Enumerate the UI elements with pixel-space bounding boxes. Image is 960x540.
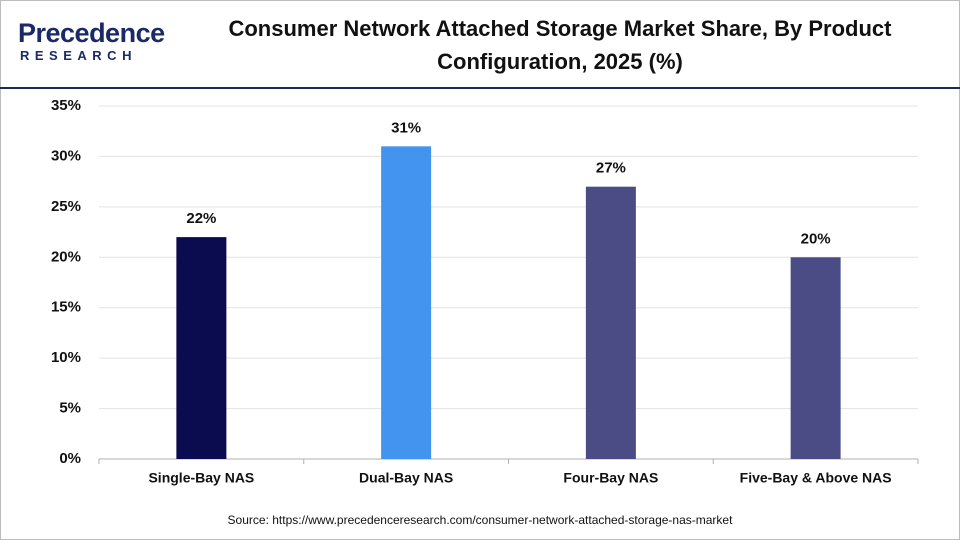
value-label: 27% bbox=[596, 160, 626, 177]
y-tick-label: 0% bbox=[59, 450, 81, 467]
source: Source: https://www.precedenceresearch.c… bbox=[228, 513, 734, 527]
x-tick-label: Dual-Bay NAS bbox=[359, 470, 453, 486]
y-tick-label: 15% bbox=[51, 299, 81, 316]
y-tick-label: 10% bbox=[51, 349, 81, 366]
x-tick-label: Four-Bay NAS bbox=[563, 470, 658, 486]
bar bbox=[176, 237, 227, 459]
y-tick-label: 25% bbox=[51, 198, 81, 215]
x-tick-label: Five-Bay & Above NAS bbox=[740, 470, 892, 486]
header: Precedence RESEARCH Consumer Network Att… bbox=[0, 0, 960, 89]
chart-title: Consumer Network Attached Storage Market… bbox=[228, 16, 892, 74]
logo-tagline: RESEARCH bbox=[20, 48, 137, 63]
y-tick-label: 5% bbox=[59, 400, 81, 417]
y-tick-label: 35% bbox=[51, 97, 81, 114]
value-label: 31% bbox=[391, 119, 421, 136]
y-tick-label: 20% bbox=[51, 248, 81, 265]
logo-name: Precedence bbox=[18, 18, 165, 48]
y-tick-label: 30% bbox=[51, 147, 81, 164]
value-label: 20% bbox=[801, 230, 831, 247]
bar bbox=[790, 257, 841, 459]
bar bbox=[381, 146, 432, 460]
value-label: 22% bbox=[186, 210, 216, 227]
bar bbox=[585, 186, 636, 459]
x-tick-label: Single-Bay NAS bbox=[148, 470, 254, 486]
